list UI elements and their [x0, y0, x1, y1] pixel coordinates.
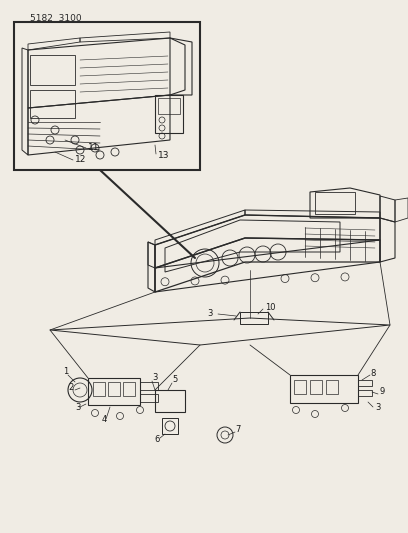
Bar: [310, 380, 322, 394]
Bar: [30, 55, 75, 85]
Bar: [358, 390, 372, 396]
Bar: [108, 382, 120, 396]
Text: 13: 13: [158, 150, 169, 159]
Text: 12: 12: [75, 156, 86, 165]
Text: 5182  3100: 5182 3100: [30, 14, 82, 23]
Text: 9: 9: [380, 387, 385, 397]
Text: 10: 10: [265, 303, 275, 311]
Bar: [140, 382, 158, 390]
Bar: [162, 418, 178, 434]
Text: 6: 6: [154, 435, 160, 445]
Bar: [14, 22, 200, 170]
Text: 2: 2: [68, 383, 73, 392]
Text: 3: 3: [75, 403, 80, 413]
Bar: [93, 382, 105, 396]
Text: 8: 8: [370, 368, 375, 377]
Bar: [358, 380, 372, 386]
Bar: [158, 98, 180, 114]
Text: 7: 7: [235, 425, 241, 434]
Bar: [315, 192, 355, 214]
Text: 1: 1: [63, 367, 68, 376]
Bar: [30, 90, 75, 118]
Text: 11: 11: [88, 143, 100, 152]
Bar: [294, 380, 306, 394]
Bar: [326, 380, 338, 394]
Text: 3: 3: [375, 403, 380, 413]
Text: 4: 4: [102, 416, 107, 424]
Bar: [155, 390, 185, 412]
Text: 3: 3: [152, 374, 157, 383]
Bar: [123, 382, 135, 396]
Text: 5: 5: [172, 376, 177, 384]
Bar: [290, 375, 358, 403]
Bar: [155, 95, 183, 133]
Text: 3: 3: [207, 309, 213, 318]
Bar: [240, 312, 268, 324]
Bar: [140, 394, 158, 402]
